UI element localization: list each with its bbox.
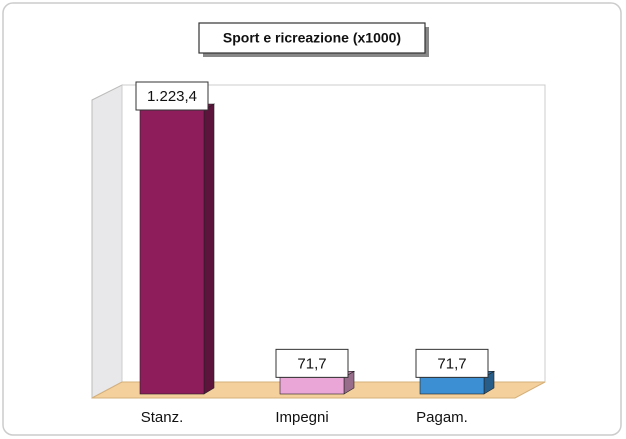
x-tick-label: Impegni [275,409,328,426]
bar-side [203,103,215,395]
x-tick-label: Stanz. [141,409,184,426]
value-label: 71,7 [437,355,466,372]
value-label: 71,7 [297,355,326,372]
side-wall [91,84,123,399]
value-label-box [415,348,489,378]
value-label-box [275,348,349,378]
bar [139,109,205,395]
bar [419,377,485,395]
x-tick-label: Pagam. [416,409,468,426]
value-label: 1.223,4 [147,88,197,105]
chart-title: Sport e ricreazione (x1000) [223,30,401,46]
value-label-box [135,81,209,111]
bar [279,377,345,395]
title-box [198,22,426,54]
